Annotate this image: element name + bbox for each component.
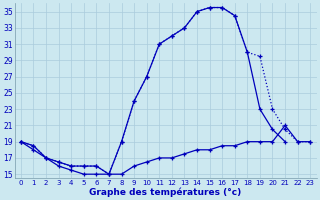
X-axis label: Graphe des températures (°c): Graphe des températures (°c) [90,187,242,197]
